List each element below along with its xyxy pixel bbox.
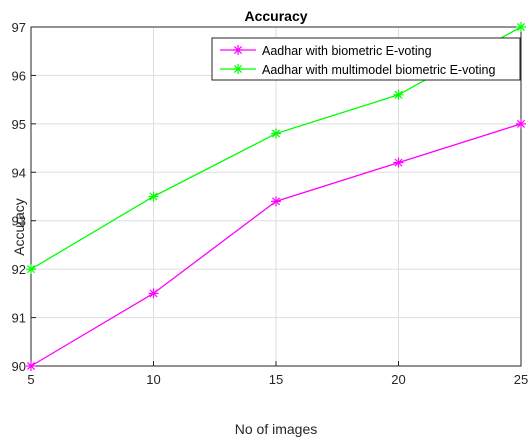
chart-title: Accuracy xyxy=(244,8,307,24)
data-point-marker xyxy=(516,118,526,129)
legend-box xyxy=(211,37,521,81)
y-tick-label: 95 xyxy=(12,117,26,132)
axis-ticks: 5 10 15 20 25 90 91 92 93 94 95 96 97 xyxy=(12,20,529,387)
y-tick-label: 96 xyxy=(12,68,26,83)
legend-marker xyxy=(233,45,243,55)
x-axis-label: No of images xyxy=(235,421,317,437)
data-point-marker xyxy=(271,128,281,139)
x-tick-label: 5 xyxy=(27,372,34,387)
y-axis-label: Accuracy xyxy=(11,198,27,256)
y-tick-label: 92 xyxy=(12,262,26,277)
data-point-marker xyxy=(516,22,526,32)
y-tick-label: 91 xyxy=(12,311,26,326)
y-tick-label: 90 xyxy=(12,359,26,374)
data-point-marker xyxy=(393,157,404,168)
x-tick-label: 25 xyxy=(514,372,528,387)
legend-label: Aadhar with multimodel biometric E-votin… xyxy=(262,63,495,77)
legend: Aadhar with biometric E-voting Aadhar wit… xyxy=(211,37,521,81)
legend-label: Aadhar with biometric E-voting xyxy=(262,44,432,58)
data-point-marker xyxy=(26,361,36,371)
data-point-marker xyxy=(26,264,36,275)
y-tick-label: 93 xyxy=(12,214,26,229)
data-point-marker xyxy=(393,89,404,100)
data-point-marker xyxy=(148,191,159,202)
legend-item: Aadhar with biometric E-voting xyxy=(220,44,432,58)
x-tick-label: 10 xyxy=(146,372,160,387)
y-tick-label: 94 xyxy=(12,165,26,180)
legend-item: Aadhar with multimodel biometric E-votin… xyxy=(220,63,495,77)
x-tick-label: 20 xyxy=(391,372,405,387)
data-point-marker xyxy=(148,288,159,299)
y-tick-label: 97 xyxy=(12,20,26,35)
legend-marker xyxy=(233,64,243,74)
data-point-marker xyxy=(271,196,281,207)
x-tick-label: 15 xyxy=(269,372,283,387)
